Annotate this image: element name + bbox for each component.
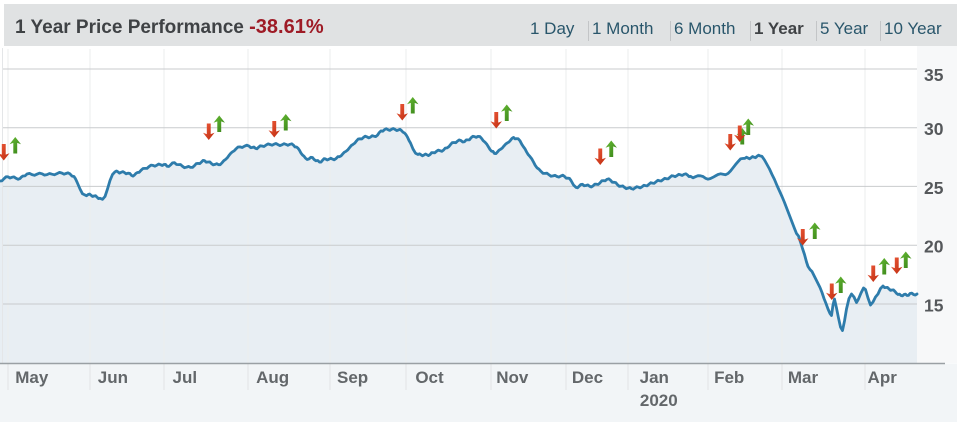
svg-text:2020: 2020 bbox=[640, 391, 678, 410]
svg-text:15: 15 bbox=[924, 296, 944, 316]
svg-text:Dec: Dec bbox=[572, 368, 603, 387]
svg-text:Feb: Feb bbox=[714, 368, 744, 387]
svg-text:Jul: Jul bbox=[173, 368, 198, 387]
svg-text:Sep: Sep bbox=[337, 368, 368, 387]
svg-text:Jun: Jun bbox=[98, 368, 128, 387]
svg-text:30: 30 bbox=[924, 119, 944, 139]
svg-text:20: 20 bbox=[924, 237, 944, 257]
svg-text:25: 25 bbox=[924, 178, 944, 198]
svg-text:Apr: Apr bbox=[868, 368, 898, 387]
svg-text:35: 35 bbox=[924, 65, 944, 85]
svg-text:May: May bbox=[15, 368, 49, 387]
svg-text:Oct: Oct bbox=[415, 368, 444, 387]
svg-text:Nov: Nov bbox=[496, 368, 529, 387]
svg-text:Mar: Mar bbox=[788, 368, 819, 387]
svg-text:Aug: Aug bbox=[256, 368, 289, 387]
svg-text:Jan: Jan bbox=[640, 368, 669, 387]
